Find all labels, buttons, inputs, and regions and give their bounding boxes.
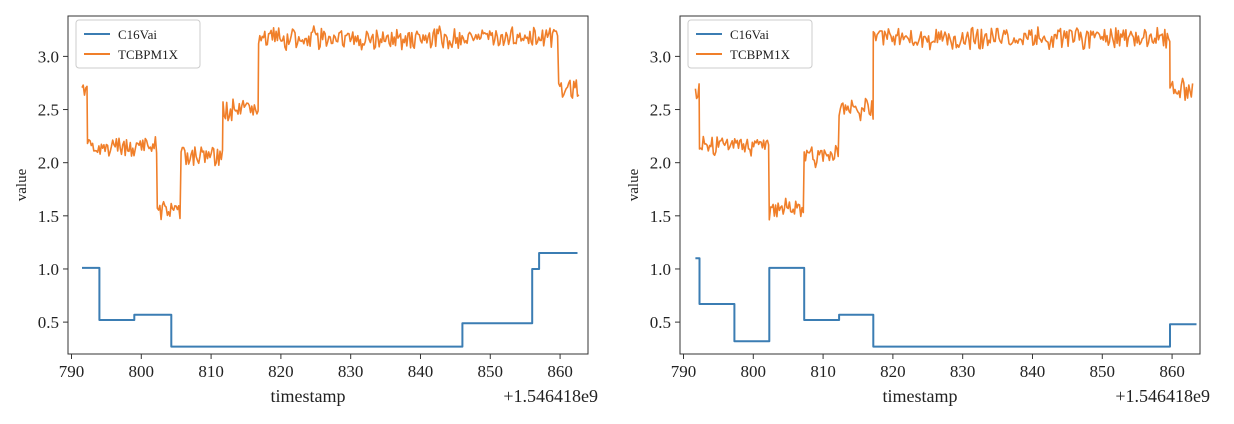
x-tick-label: 830 [950, 362, 976, 381]
y-tick-label: 1.5 [38, 207, 59, 226]
y-tick-label: 2.5 [650, 101, 671, 120]
y-tick-label: 1.0 [650, 260, 671, 279]
series-line-c16vai [82, 252, 578, 348]
x-axis: 790 800 810 820 830 840 850 860 [671, 354, 1185, 381]
x-tick-label: 840 [408, 362, 434, 381]
series-line-tcbpm1x [694, 26, 1194, 221]
y-tick-label: 0.5 [38, 313, 59, 332]
legend-label-tcbpm1x: TCBPM1X [730, 47, 791, 62]
legend-label-tcbpm1x: TCBPM1X [118, 47, 179, 62]
y-tick-label: 2.0 [38, 154, 59, 173]
legend: C16Vai TCBPM1X [687, 19, 813, 69]
line-chart-right: 790 800 810 820 830 840 850 860 0.5 1.0 1.5 2.0 2.5 3… [626, 15, 1210, 406]
y-tick-label: 1.0 [38, 260, 59, 279]
x-tick-label: 840 [1020, 362, 1045, 381]
series-line-c16vai [695, 257, 1197, 348]
y-axis: 0.5 1.0 1.5 2.0 2.5 3.0 [650, 47, 680, 332]
y-tick-label: 3.0 [38, 47, 59, 66]
legend-box [75, 19, 201, 69]
y-axis: 0.5 1.0 1.5 2.0 2.5 3.0 [38, 47, 68, 332]
x-tick-label: 860 [1159, 362, 1185, 381]
plot-frame [679, 15, 1201, 355]
legend-label-c16vai: C16Vai [730, 27, 769, 42]
y-tick-label: 1.5 [650, 207, 671, 226]
x-tick-label: 820 [880, 362, 906, 381]
y-axis-title: value [626, 168, 642, 201]
y-axis-title: value [14, 168, 30, 201]
line-chart-left: 790 800 810 820 830 840 850 860 0.5 1.0 1.5 2.0 2.5 3… [14, 15, 598, 406]
plot-frame [67, 15, 589, 355]
x-tick-label: 860 [547, 362, 573, 381]
x-axis-title: timestamp [271, 386, 346, 406]
x-offset-label: +1.546418e9 [1115, 386, 1210, 406]
legend: C16Vai TCBPM1X [75, 19, 201, 69]
x-tick-label: 850 [1090, 362, 1116, 381]
y-tick-label: 2.0 [650, 154, 671, 173]
x-tick-label: 810 [810, 362, 836, 381]
x-tick-label: 810 [198, 362, 224, 381]
x-tick-label: 850 [478, 362, 504, 381]
x-tick-label: 800 [129, 362, 155, 381]
legend-label-c16vai: C16Vai [118, 27, 157, 42]
x-tick-label: 790 [59, 362, 85, 381]
series-line-tcbpm1x [81, 25, 580, 221]
chart-panel-right: 790 800 810 820 830 840 850 860 0.5 1.0 1.5 2.0 2.5 3… [617, 0, 1234, 424]
x-tick-label: 830 [338, 362, 364, 381]
x-tick-label: 820 [268, 362, 294, 381]
x-tick-label: 790 [671, 362, 697, 381]
x-axis: 790 800 810 820 830 840 850 860 [59, 354, 573, 381]
x-offset-label: +1.546418e9 [503, 386, 598, 406]
x-tick-label: 800 [741, 362, 767, 381]
y-tick-label: 0.5 [650, 313, 671, 332]
legend-box [687, 19, 813, 69]
x-axis-title: timestamp [883, 386, 958, 406]
y-tick-label: 2.5 [38, 101, 59, 120]
y-tick-label: 3.0 [650, 47, 671, 66]
chart-panel-left: 790 800 810 820 830 840 850 860 0.5 1.0 1.5 2.0 2.5 3… [14, 15, 598, 406]
